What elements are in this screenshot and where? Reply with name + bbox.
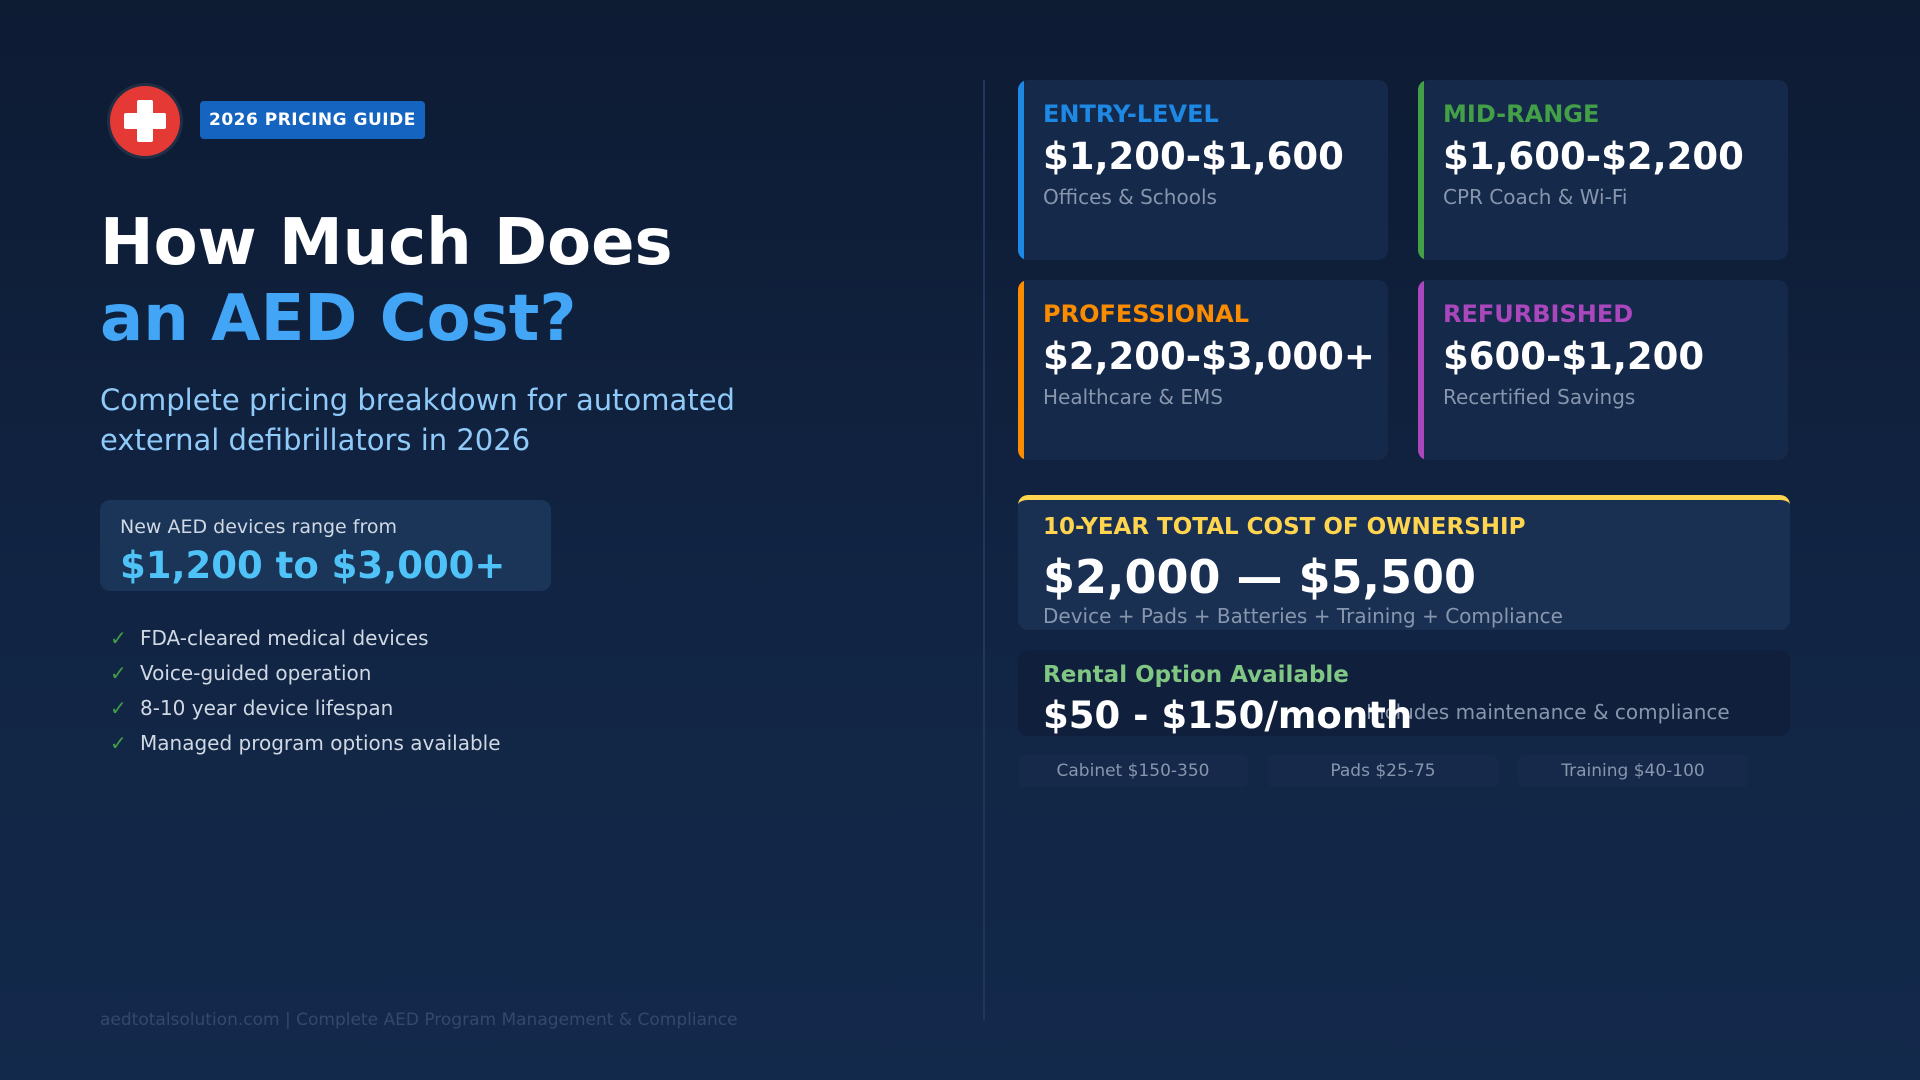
tier-card-professional: PROFESSIONAL $2,200-$3,000+ Healthcare &…: [1018, 280, 1388, 460]
feature-text: FDA-cleared medical devices: [140, 625, 429, 650]
accessory-chip-cabinet: Cabinet $150-350: [1018, 755, 1248, 787]
total-cost-breakdown: Device + Pads + Batteries + Training + C…: [1043, 604, 1563, 628]
footer-separator: |: [284, 1010, 291, 1030]
footer-tagline: Complete AED Program Management & Compli…: [296, 1010, 738, 1030]
medical-cross-icon: [110, 86, 180, 156]
check-icon: ✓: [110, 730, 127, 755]
footer: aedtotalsolution.com | Complete AED Prog…: [100, 1010, 738, 1030]
total-cost-label: 10-YEAR TOTAL COST OF OWNERSHIP: [1043, 514, 1526, 540]
tier-card-refurbished: REFURBISHED $600-$1,200 Recertified Savi…: [1418, 280, 1788, 460]
feature-text: Managed program options available: [140, 730, 501, 755]
pricing-guide-badge: 2026 PRICING GUIDE: [200, 101, 425, 139]
tier-price: $1,600-$2,200: [1443, 135, 1744, 178]
price-range-box: New AED devices range from $1,200 to $3,…: [100, 500, 551, 591]
tier-card-entry-level: ENTRY-LEVEL $1,200-$1,600 Offices & Scho…: [1018, 80, 1388, 260]
feature-item: ✓ FDA-cleared medical devices: [110, 620, 501, 655]
tier-accent-bar: [1418, 80, 1424, 260]
price-range-value: $1,200 to $3,000+: [120, 544, 506, 587]
feature-item: ✓ 8-10 year device lifespan: [110, 690, 501, 725]
tier-accent-bar: [1018, 80, 1024, 260]
tier-name: MID-RANGE: [1443, 100, 1600, 128]
tier-description: Offices & Schools: [1043, 185, 1217, 209]
feature-text: 8-10 year device lifespan: [140, 695, 394, 720]
tier-price: $2,200-$3,000+: [1043, 335, 1375, 378]
tier-description: Recertified Savings: [1443, 385, 1636, 409]
tier-price: $600-$1,200: [1443, 335, 1705, 378]
tier-description: CPR Coach & Wi-Fi: [1443, 185, 1628, 209]
tier-description: Healthcare & EMS: [1043, 385, 1223, 409]
tier-price: $1,200-$1,600: [1043, 135, 1344, 178]
title-line-2: an AED Cost?: [100, 282, 577, 356]
feature-list: ✓ FDA-cleared medical devices ✓ Voice-guid…: [110, 620, 501, 760]
feature-item: ✓ Managed program options available: [110, 725, 501, 760]
page-subtitle: Complete pricing breakdown for automated…: [100, 383, 735, 457]
page-title: How Much Does an AED Cost?: [100, 205, 673, 357]
rental-note: Includes maintenance & compliance: [1366, 700, 1730, 724]
feature-item: ✓ Voice-guided operation: [110, 655, 501, 690]
check-icon: ✓: [110, 625, 127, 650]
total-cost-value: $2,000 — $5,500: [1043, 550, 1477, 604]
accessory-chip-pads: Pads $25-75: [1268, 755, 1498, 787]
check-icon: ✓: [110, 695, 127, 720]
rental-option-card: Rental Option Available Includes mainten…: [1018, 650, 1790, 737]
feature-text: Voice-guided operation: [140, 660, 372, 685]
accessory-chip-training: Training $40-100: [1518, 755, 1748, 787]
tier-card-mid-range: MID-RANGE $1,600-$2,200 CPR Coach & Wi-F…: [1418, 80, 1788, 260]
rental-label: Rental Option Available: [1043, 662, 1349, 688]
price-range-label: New AED devices range from: [120, 516, 398, 538]
tier-name: REFURBISHED: [1443, 300, 1634, 328]
footer-site: aedtotalsolution.com: [100, 1010, 280, 1030]
title-line-1: How Much Does: [100, 206, 673, 280]
check-icon: ✓: [110, 660, 127, 685]
rental-price: $50 - $150/month: [1043, 694, 1413, 737]
tier-accent-bar: [1418, 280, 1424, 460]
column-divider: [983, 80, 985, 1020]
total-cost-card: 10-YEAR TOTAL COST OF OWNERSHIP $2,000 —…: [1018, 495, 1790, 630]
tier-accent-bar: [1018, 280, 1024, 460]
tier-name: PROFESSIONAL: [1043, 300, 1250, 328]
tier-name: ENTRY-LEVEL: [1043, 100, 1219, 128]
